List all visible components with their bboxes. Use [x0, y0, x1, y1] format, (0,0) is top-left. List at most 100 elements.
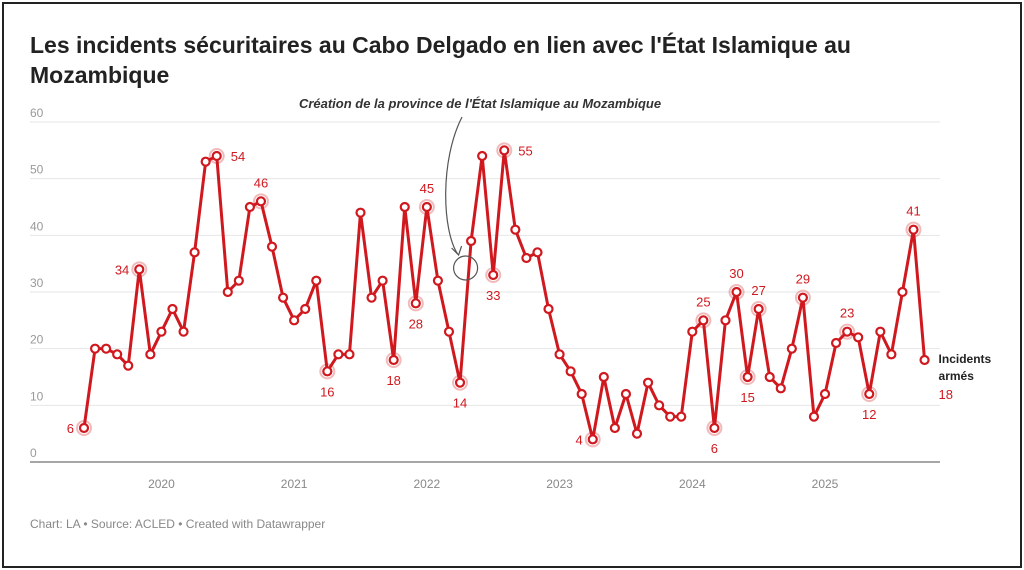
- data-point: [311, 275, 322, 286]
- highlight-ring: [407, 295, 424, 312]
- data-point: [167, 303, 178, 315]
- data-label: 25: [696, 294, 710, 309]
- highlight-ring: [418, 199, 435, 215]
- y-tick-label: 30: [30, 276, 44, 290]
- highlight-ring: [131, 261, 148, 278]
- highlight-ring: [76, 420, 92, 436]
- data-point: [908, 224, 919, 235]
- data-label: 34: [115, 262, 129, 277]
- data-point: [255, 196, 267, 207]
- data-point: [521, 252, 532, 264]
- data-point: [786, 343, 797, 354]
- highlight-ring: [252, 193, 269, 210]
- data-point: [609, 422, 620, 434]
- data-label: 33: [486, 288, 500, 303]
- data-label: 16: [320, 384, 334, 399]
- x-tick-label: 2020: [148, 477, 175, 491]
- series-name-label: Incidents: [939, 352, 992, 366]
- highlight-ring: [905, 221, 922, 238]
- data-point: [554, 349, 565, 360]
- data-label: 4: [576, 432, 583, 447]
- data-point: [875, 326, 886, 337]
- arrowhead-icon: [451, 245, 463, 257]
- data-point: [808, 411, 820, 422]
- data-point: [289, 315, 300, 326]
- data-point: [598, 371, 609, 383]
- data-point: [532, 247, 543, 258]
- data-point: [333, 349, 344, 360]
- data-label: 29: [796, 272, 810, 287]
- highlight-ring: [208, 148, 225, 164]
- x-tick-label: 2022: [414, 477, 441, 491]
- highlight-ring: [385, 352, 402, 368]
- data-point: [709, 422, 720, 434]
- y-tick-label: 20: [30, 333, 44, 347]
- data-point: [620, 388, 632, 400]
- data-point: [134, 264, 145, 275]
- highlight-ring: [485, 267, 502, 283]
- data-point: [864, 388, 875, 400]
- data-point: [499, 145, 510, 156]
- data-label: 41: [906, 204, 920, 219]
- x-tick-label: 2024: [679, 477, 706, 491]
- data-point: [112, 349, 123, 360]
- data-point: [377, 275, 388, 286]
- data-point: [410, 298, 421, 309]
- data-point: [101, 343, 112, 354]
- data-point: [698, 315, 709, 326]
- data-point: [432, 275, 444, 286]
- y-tick-label: 40: [30, 219, 44, 233]
- data-point: [587, 434, 598, 445]
- highlight-ring: [739, 369, 756, 385]
- x-tick-label: 2021: [281, 477, 308, 491]
- data-point: [853, 332, 864, 343]
- data-point: [178, 326, 189, 337]
- data-point: [819, 388, 831, 400]
- data-point: [123, 360, 134, 371]
- data-point: [78, 422, 90, 434]
- data-point: [200, 156, 211, 167]
- data-point: [830, 337, 842, 349]
- data-label: 55: [518, 143, 532, 158]
- data-point: [676, 411, 687, 422]
- data-point: [775, 383, 786, 394]
- data-point: [156, 326, 167, 337]
- data-point: [753, 303, 764, 315]
- data-label: 12: [862, 407, 876, 422]
- annotation-circle: [453, 255, 479, 281]
- y-tick-label: 60: [30, 106, 44, 120]
- data-point: [443, 326, 455, 337]
- data-point: [731, 286, 742, 298]
- highlight-ring: [584, 431, 601, 448]
- data-point: [565, 366, 576, 377]
- data-point: [454, 377, 466, 388]
- data-point: [543, 303, 554, 315]
- end-value-label: 18: [939, 387, 953, 402]
- data-label: 18: [386, 373, 400, 388]
- data-point: [89, 343, 101, 354]
- data-point: [631, 428, 643, 439]
- data-label: 46: [254, 175, 268, 190]
- data-label: 14: [453, 396, 467, 411]
- highlight-ring: [794, 289, 811, 306]
- data-point: [642, 377, 654, 388]
- x-tick-label: 2023: [546, 477, 573, 491]
- data-point: [687, 326, 698, 337]
- data-point: [211, 150, 222, 162]
- y-tick-label: 0: [30, 446, 37, 460]
- data-point: [421, 201, 432, 213]
- series-name-label: armés: [939, 369, 975, 383]
- data-label: 54: [231, 149, 245, 164]
- data-point: [222, 286, 233, 298]
- data-point: [897, 286, 908, 298]
- highlight-ring: [750, 301, 767, 317]
- data-point: [300, 303, 311, 315]
- data-point: [764, 371, 775, 383]
- data-label: 6: [711, 441, 718, 456]
- data-point: [388, 354, 399, 366]
- data-point: [842, 326, 853, 337]
- data-label: 27: [751, 283, 765, 298]
- chart-title: Les incidents sécuritaires au Cabo Delga…: [30, 32, 851, 88]
